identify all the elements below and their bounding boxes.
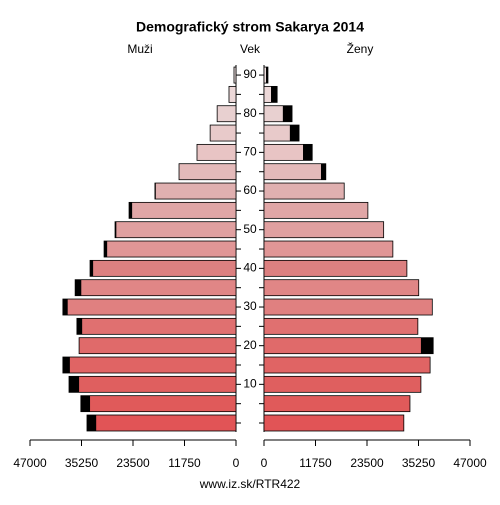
male-bar	[76, 317, 237, 335]
right-label: Ženy	[347, 41, 374, 56]
female-excess	[282, 105, 293, 122]
x-tick-label: 23500	[116, 456, 150, 470]
male-excess	[115, 221, 117, 238]
chart-title: Demografický strom Sakarya 2014	[136, 19, 364, 35]
male-excess	[75, 279, 82, 296]
age-label: 20	[243, 338, 257, 352]
x-tick-label: 35250	[402, 456, 436, 470]
age-label: 30	[243, 299, 257, 313]
age-label: 10	[243, 377, 257, 391]
female-bar	[263, 221, 385, 239]
x-tick-label: 47000	[453, 456, 487, 470]
female-excess	[271, 86, 278, 103]
female-bar	[263, 240, 394, 258]
female-bar	[263, 356, 431, 374]
female-bar	[263, 259, 408, 277]
age-label: 70	[243, 145, 257, 159]
female-bar	[263, 317, 419, 335]
x-tick-label: 11750	[299, 456, 332, 470]
female-bar	[263, 298, 433, 316]
footer: www.iz.sk/RTR422	[199, 477, 301, 491]
female-bar	[263, 279, 420, 297]
male-excess	[154, 183, 156, 200]
x-tick-label: 23500	[350, 456, 384, 470]
male-excess	[62, 357, 70, 374]
male-excess	[86, 415, 97, 431]
male-excess	[69, 376, 80, 393]
x-tick-label: 0	[261, 456, 268, 470]
x-tick-label: 35250	[65, 456, 99, 470]
male-bar	[89, 259, 237, 277]
female-bar	[263, 201, 369, 219]
male-bar	[233, 66, 237, 84]
x-tick-label: 11750	[168, 456, 201, 470]
male-bar	[178, 163, 237, 181]
male-bar	[228, 85, 237, 103]
left-label: Muži	[127, 42, 152, 56]
x-tick-label: 0	[233, 456, 240, 470]
age-label: 40	[243, 261, 257, 275]
female-excess	[289, 125, 300, 142]
female-excess	[320, 163, 326, 180]
age-label: 60	[243, 183, 257, 197]
age-label: 80	[243, 106, 257, 120]
male-excess	[129, 202, 133, 219]
center-label: Vek	[240, 42, 261, 56]
male-bar	[103, 240, 237, 258]
male-bar	[80, 395, 237, 413]
male-excess	[104, 241, 108, 258]
male-bar	[74, 279, 237, 297]
x-tick-label: 47000	[13, 456, 47, 470]
male-bar	[128, 201, 237, 219]
male-bar	[114, 221, 237, 239]
male-excess	[80, 395, 91, 412]
female-bar	[263, 337, 434, 355]
male-bar	[216, 105, 237, 123]
male-bar	[62, 298, 237, 316]
female-excess	[420, 337, 434, 354]
female-bar	[263, 375, 422, 393]
male-excess	[90, 260, 94, 277]
male-bar	[78, 337, 237, 355]
female-bar	[263, 414, 405, 432]
female-excess	[266, 67, 268, 84]
female-bar	[263, 163, 327, 181]
male-bar	[209, 124, 237, 142]
male-bar	[68, 375, 237, 393]
female-bar	[263, 395, 411, 413]
male-bar	[86, 414, 237, 432]
male-bar	[196, 143, 237, 161]
male-excess	[62, 299, 68, 316]
age-label: 50	[243, 222, 257, 236]
male-bar	[62, 356, 237, 374]
male-bar	[154, 182, 237, 200]
age-label: 90	[243, 67, 257, 81]
female-excess	[303, 144, 313, 161]
female-bar	[263, 182, 345, 200]
male-excess	[76, 318, 83, 335]
